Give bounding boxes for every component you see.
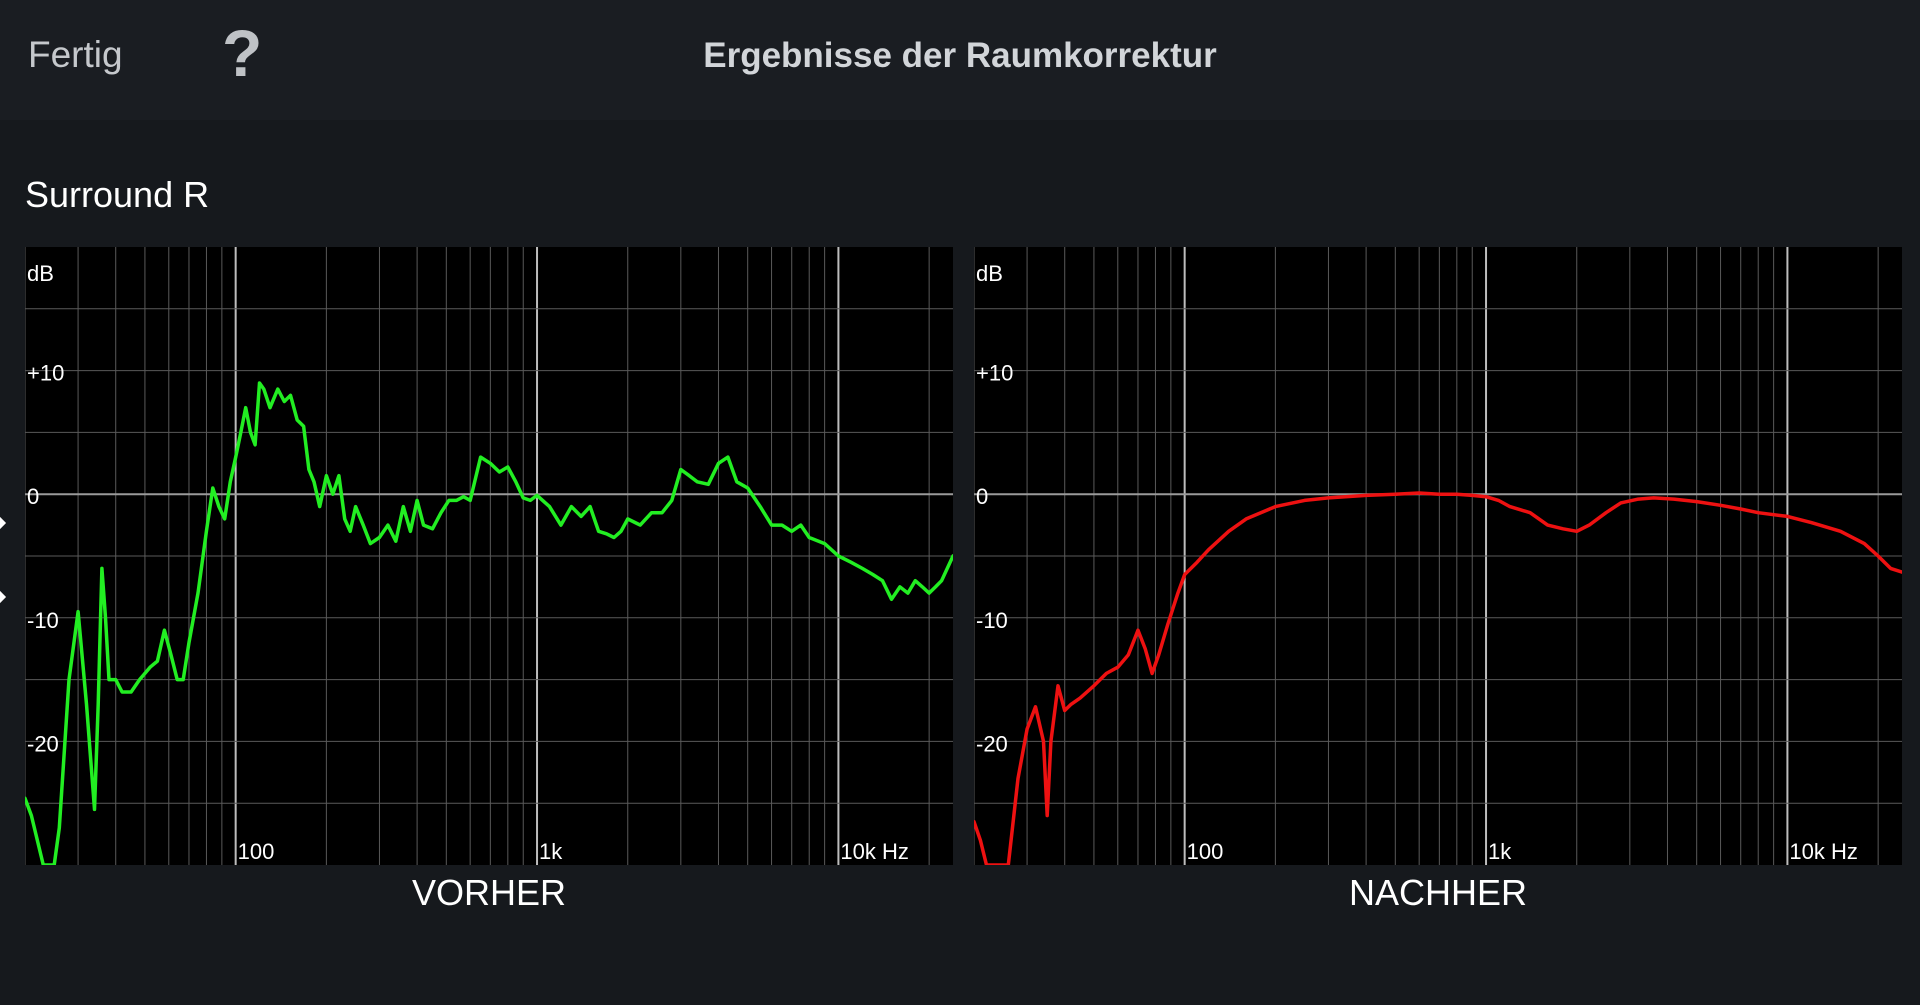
y-tick-label: -20 bbox=[27, 731, 59, 756]
page-title: Ergebnisse der Raumkorrektur bbox=[703, 36, 1217, 75]
y-tick-label: -10 bbox=[27, 608, 59, 633]
before-caption: VORHER bbox=[411, 872, 567, 913]
x-tick-label: 1k bbox=[1488, 839, 1512, 864]
response-curve bbox=[25, 381, 953, 865]
y-tick-label: 0 bbox=[976, 484, 988, 509]
y-axis-label: dB bbox=[27, 261, 54, 286]
before-chart: dB +10 0 -10 -20 100 1k 10k Hz bbox=[25, 247, 953, 865]
x-tick-label: 100 bbox=[238, 839, 275, 864]
after-chart-svg: dB +10 0 -10 -20 100 1k 10k Hz bbox=[974, 247, 1902, 865]
before-chart-svg: dB +10 0 -10 -20 100 1k 10k Hz bbox=[25, 247, 953, 865]
y-tick-label: -20 bbox=[976, 731, 1008, 756]
x-tick-label: 10k Hz bbox=[840, 839, 908, 864]
y-tick-label: +10 bbox=[976, 361, 1013, 386]
y-tick-label: +10 bbox=[27, 361, 64, 386]
response-curve bbox=[974, 491, 1902, 865]
x-tick-label: 100 bbox=[1187, 839, 1224, 864]
grid bbox=[974, 247, 1902, 865]
x-tick-label: 10k Hz bbox=[1789, 839, 1857, 864]
top-bar: Fertig ? Ergebnisse der Raumkorrektur bbox=[0, 0, 1920, 120]
after-caption: NACHHER bbox=[1348, 872, 1527, 913]
grid bbox=[25, 247, 953, 865]
x-tick-label: 1k bbox=[539, 839, 563, 864]
y-axis-label: dB bbox=[976, 261, 1003, 286]
scroll-marker-icon bbox=[0, 589, 7, 605]
after-chart: dB +10 0 -10 -20 100 1k 10k Hz bbox=[974, 247, 1902, 865]
done-button[interactable]: Fertig bbox=[28, 34, 123, 75]
help-icon[interactable]: ? bbox=[222, 16, 263, 90]
channel-name: Surround R bbox=[25, 174, 210, 215]
scroll-marker-icon bbox=[0, 515, 7, 531]
y-tick-label: 0 bbox=[27, 484, 39, 509]
y-tick-label: -10 bbox=[976, 608, 1008, 633]
